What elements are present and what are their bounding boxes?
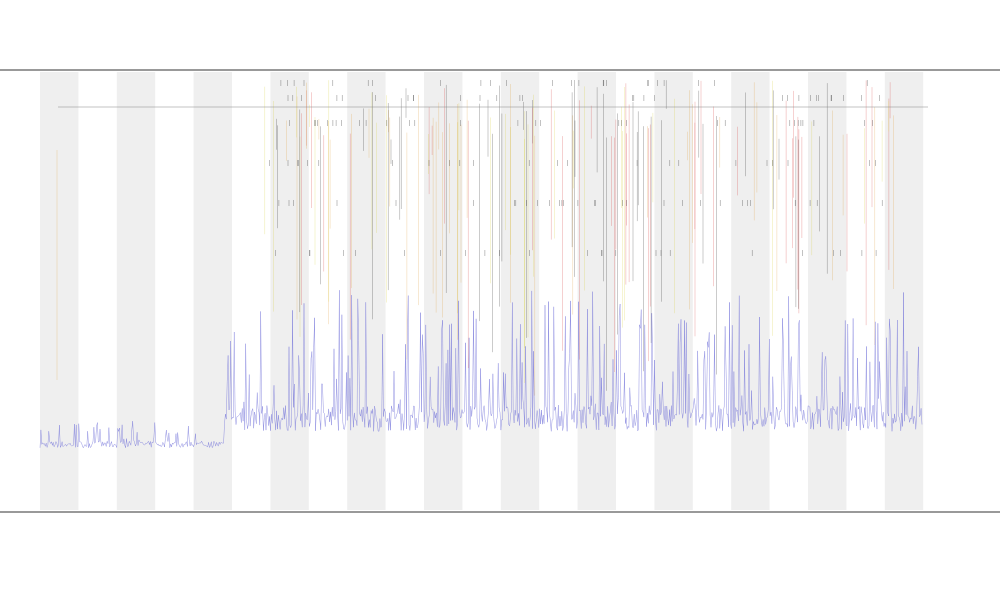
band-8 bbox=[654, 72, 693, 510]
background-bands bbox=[40, 72, 924, 510]
band-0 bbox=[40, 72, 79, 510]
series-lines bbox=[39, 290, 923, 449]
band-2 bbox=[193, 72, 232, 510]
band-5 bbox=[424, 72, 463, 510]
baseline-trace bbox=[39, 290, 923, 449]
band-11 bbox=[884, 72, 924, 510]
band-3 bbox=[270, 72, 309, 510]
band-4 bbox=[347, 72, 386, 510]
band-9 bbox=[731, 72, 770, 510]
band-7 bbox=[577, 72, 616, 510]
band-1 bbox=[116, 72, 156, 510]
band-6 bbox=[500, 72, 540, 510]
event-stripes bbox=[56, 80, 894, 396]
